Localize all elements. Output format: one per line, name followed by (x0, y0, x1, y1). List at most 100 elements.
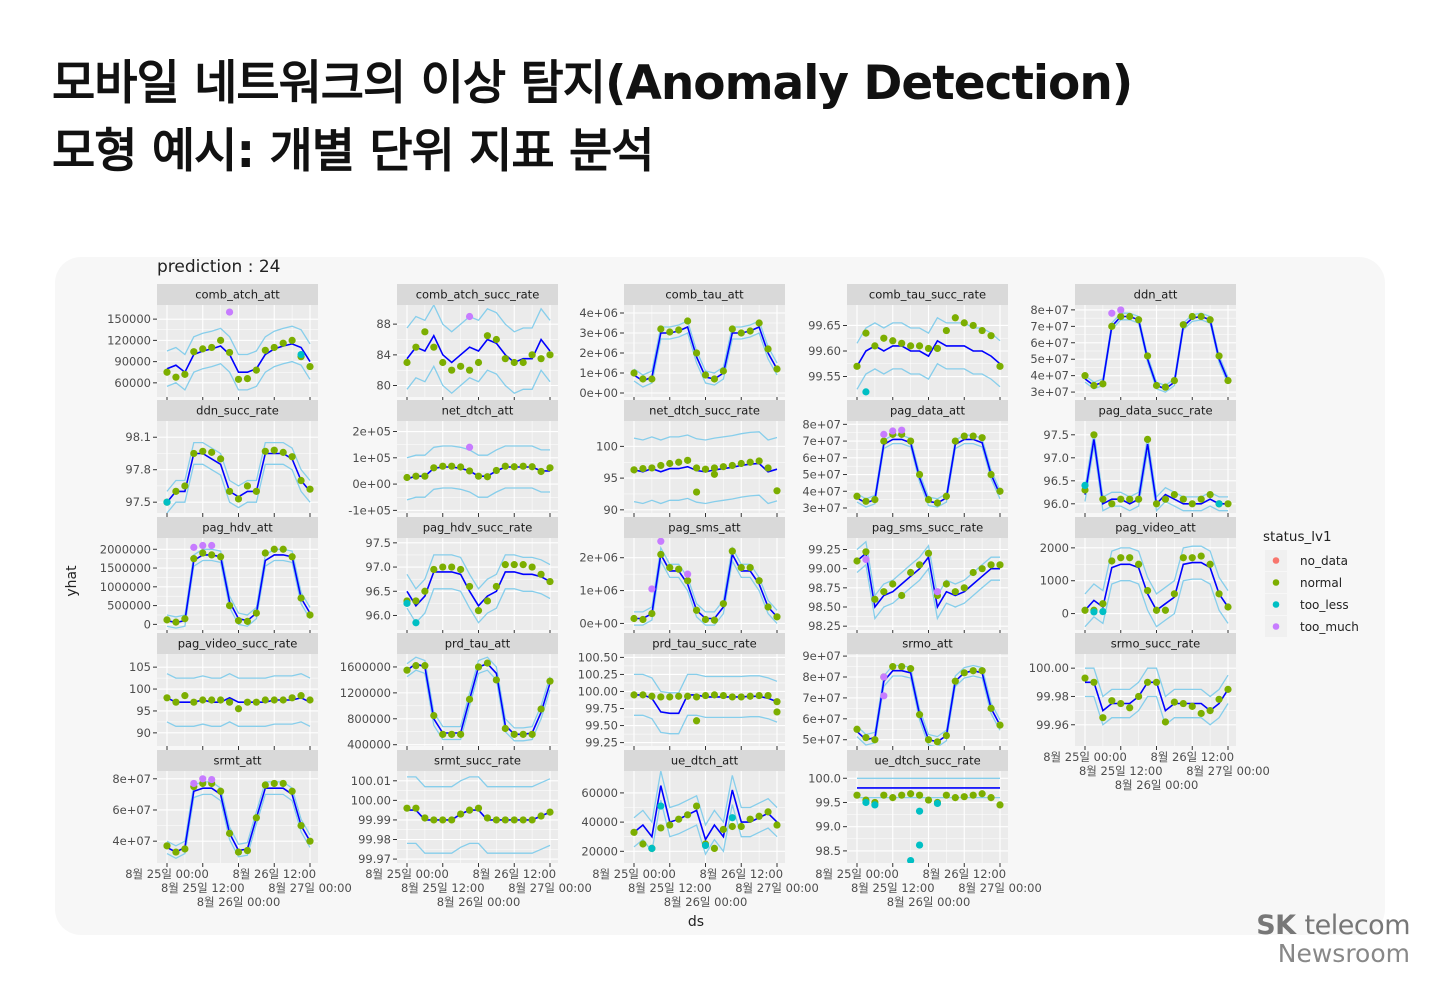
observed-point-normal (773, 821, 781, 829)
observed-point-normal (430, 464, 438, 472)
facet-strip-label: pag_data_succ_rate (1098, 404, 1212, 418)
observed-point-normal (519, 730, 527, 738)
y-tick-label: 105 (129, 660, 151, 674)
observed-point-normal (510, 358, 518, 367)
observed-point-normal (666, 328, 674, 336)
observed-point-too-less (933, 799, 942, 808)
observed-point-too-much (225, 308, 234, 316)
y-tick-label: 90 (603, 503, 618, 517)
observed-point-normal (639, 375, 647, 383)
observed-point-normal (889, 580, 897, 588)
observed-point-normal (1170, 698, 1178, 706)
upper-bound-line (166, 672, 311, 679)
observed-point-normal (1108, 500, 1116, 508)
facet-panel-comb_tau_succ_rate: comb_tau_succ_rate 99.55 99.60 99.65 (808, 284, 1008, 401)
panel-data (1081, 306, 1232, 393)
logo-telecom: telecom (1304, 910, 1411, 941)
observed-point-normal (675, 565, 683, 573)
observed-point-normal (537, 570, 545, 578)
observed-point-normal (501, 355, 509, 363)
y-tick-label: 120000 (107, 333, 151, 347)
observed-point-normal (537, 467, 545, 476)
observed-point-normal (546, 577, 554, 586)
observed-point-normal (1188, 500, 1196, 508)
observed-point-normal (288, 553, 296, 561)
observed-point-normal (261, 447, 269, 455)
observed-point-normal (657, 693, 665, 701)
observed-point-normal (960, 319, 968, 327)
observed-point-normal (630, 828, 638, 836)
lower-bound-line (166, 793, 311, 860)
observed-point-normal (924, 796, 933, 804)
observed-point-normal (412, 597, 420, 605)
y-tick-label: 97.0 (365, 560, 391, 574)
panel-data (1081, 431, 1232, 513)
yhat-line (166, 343, 311, 374)
y-tick-label: 100 (129, 682, 151, 696)
observed-point-normal (181, 482, 189, 490)
observed-point-normal (225, 601, 234, 610)
panel-data (403, 443, 554, 501)
observed-point-normal (225, 698, 234, 706)
observed-point-normal (871, 496, 879, 504)
panel-data (853, 777, 1004, 863)
observed-point-normal (412, 472, 420, 480)
observed-point-normal (1188, 702, 1196, 710)
observed-point-normal (306, 362, 314, 371)
observed-point-normal (942, 580, 950, 588)
observed-point-too-much (208, 541, 216, 550)
lower-bound-line (1085, 695, 1229, 726)
observed-point-normal (1090, 678, 1098, 686)
panel-data (163, 672, 314, 727)
observed-point-normal (764, 603, 772, 611)
panel-data (1081, 667, 1232, 726)
panel-background (1075, 654, 1236, 746)
facet-strip-label: net_dtch_att (442, 404, 514, 418)
lower-bound-line (634, 558, 778, 626)
observed-point-normal (448, 462, 456, 470)
observed-point-normal (719, 600, 727, 608)
observed-point-normal (288, 694, 296, 702)
observed-point-normal (692, 606, 701, 614)
observed-point-normal (430, 711, 438, 720)
legend-key-normal (1272, 579, 1280, 586)
facet-panel-net_dtch_att: net_dtch_att -1e+05 0e+00 1e+05 2e+05 (348, 400, 558, 517)
observed-point-normal (261, 549, 269, 557)
observed-point-normal (1170, 590, 1178, 598)
facet-strip (847, 400, 1008, 421)
observed-point-normal (172, 487, 180, 495)
observed-point-normal (728, 822, 736, 831)
x-tick-label: 8월 26일 00:00 (197, 895, 281, 909)
y-tick-label: 99.98 (358, 833, 391, 847)
observed-point-too-much (657, 538, 665, 545)
y-tick-label: 100.00 (578, 684, 618, 698)
observed-point-normal (519, 358, 527, 367)
y-tick-label: 84 (376, 348, 391, 362)
y-tick-label: 5e+07 (802, 733, 841, 747)
observed-point-normal (773, 613, 781, 621)
facet-strip-label: prd_tau_succ_rate (652, 637, 757, 651)
observed-point-normal (987, 704, 995, 712)
facet-strip-label: srmt_att (213, 754, 262, 768)
observed-point-normal (657, 461, 665, 470)
panel-data (630, 673, 781, 735)
y-tick-label: 99.55 (808, 370, 841, 384)
y-tick-label: 88 (376, 317, 391, 331)
observed-point-normal (710, 470, 719, 478)
y-tick-label: 100.25 (578, 667, 618, 681)
y-tick-label: 5e+07 (802, 468, 841, 482)
y-tick-label: 99.65 (808, 318, 841, 332)
observed-point-normal (537, 812, 545, 820)
facet-panel-ddn_succ_rate: ddn_succ_rate 97.5 97.8 98.1 (125, 400, 318, 517)
facet-strip (847, 517, 1008, 538)
observed-point-normal (871, 736, 879, 744)
observed-point-normal (1126, 312, 1134, 321)
observed-point-normal (297, 692, 305, 700)
observed-point-normal (519, 561, 527, 569)
observed-point-normal (1143, 435, 1152, 443)
observed-point-normal (648, 692, 656, 700)
observed-point-normal (853, 492, 861, 500)
observed-point-normal (528, 351, 536, 359)
observed-point-normal (666, 459, 674, 468)
observed-point-normal (924, 736, 933, 744)
